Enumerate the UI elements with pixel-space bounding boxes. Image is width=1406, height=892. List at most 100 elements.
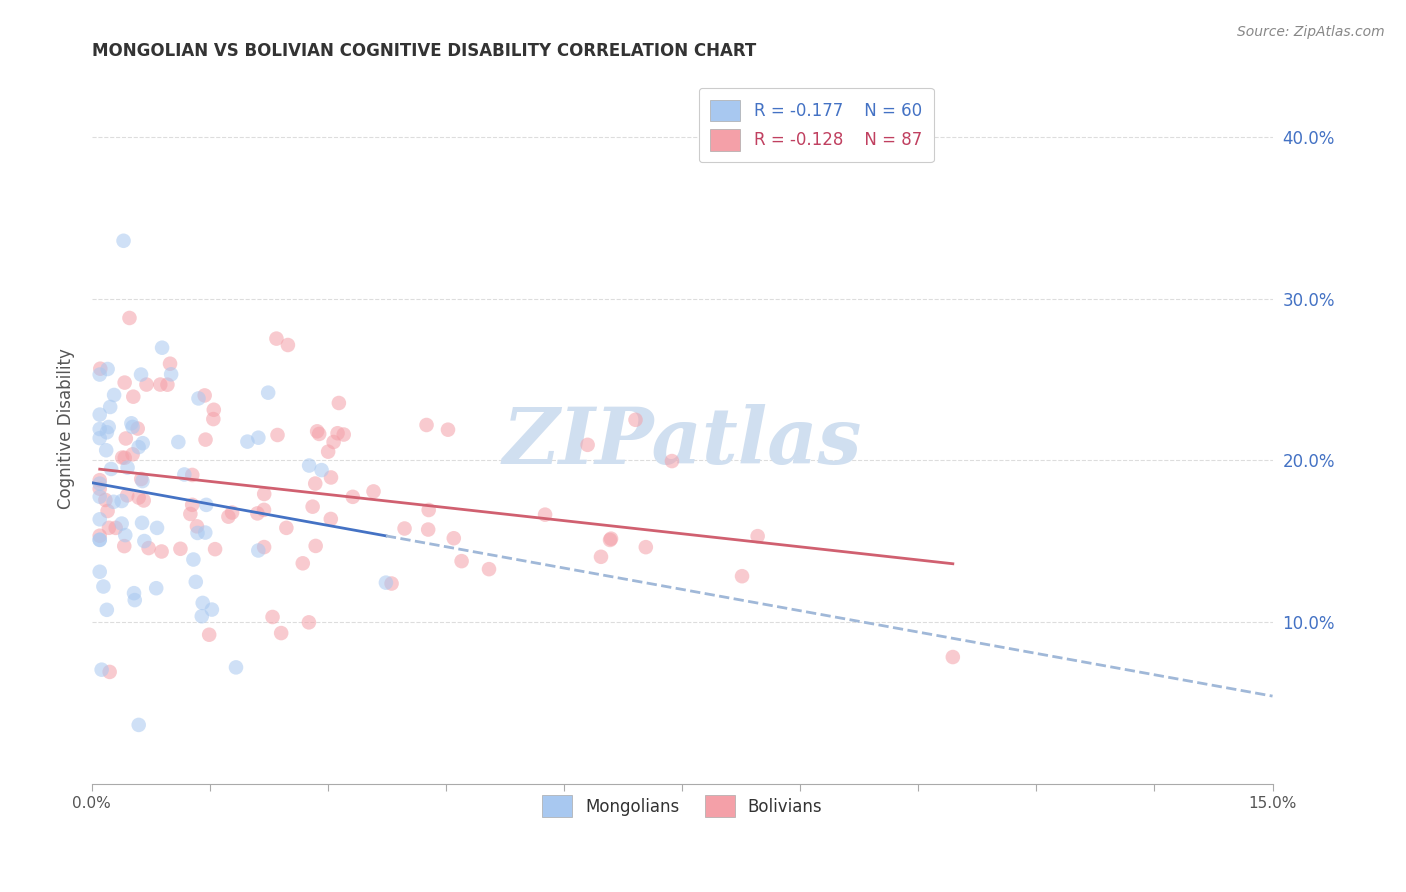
Point (132, 436, 155, 450)
Point (186, 525, 208, 540)
Point (97, 521, 120, 535)
Point (128, 491, 150, 505)
Point (94, 492, 117, 507)
Point (121, 420, 143, 434)
Point (342, 490, 364, 504)
Point (104, 521, 127, 535)
Point (380, 576, 402, 591)
Point (322, 435, 344, 450)
Point (96, 443, 118, 458)
Point (634, 540, 657, 554)
Point (114, 450, 136, 465)
Point (624, 413, 647, 427)
Point (128, 718, 150, 732)
Point (202, 412, 225, 426)
Point (167, 435, 190, 450)
Point (145, 581, 167, 595)
Point (301, 500, 323, 514)
Point (96, 425, 118, 440)
Point (191, 609, 214, 624)
Point (173, 467, 195, 482)
Point (90, 663, 112, 677)
Point (150, 544, 173, 558)
Point (103, 495, 125, 509)
Point (89, 482, 111, 496)
Point (661, 454, 683, 468)
Point (184, 574, 207, 589)
Text: Source: ZipAtlas.com: Source: ZipAtlas.com (1237, 25, 1385, 39)
Point (89, 490, 111, 504)
Point (304, 476, 326, 491)
Point (89, 533, 111, 547)
Point (418, 523, 440, 537)
Point (247, 431, 270, 445)
Point (225, 660, 247, 674)
Point (129, 472, 152, 486)
Legend: Mongolians, Bolivians: Mongolians, Bolivians (534, 787, 831, 825)
Point (111, 494, 134, 508)
Point (319, 512, 342, 526)
Point (415, 417, 437, 432)
Point (169, 541, 191, 556)
Point (124, 593, 146, 607)
Point (114, 432, 136, 446)
Point (131, 474, 153, 488)
Point (146, 521, 169, 535)
Point (187, 392, 209, 406)
Point (262, 610, 284, 624)
Point (89, 408, 111, 422)
Point (138, 541, 160, 555)
Point (131, 516, 153, 530)
Point (277, 338, 299, 352)
Point (128, 440, 150, 454)
Point (253, 540, 276, 554)
Point (298, 615, 321, 630)
Point (134, 534, 156, 549)
Point (135, 377, 157, 392)
Point (112, 234, 135, 248)
Point (93, 580, 115, 594)
Point (363, 484, 385, 499)
Point (253, 503, 276, 517)
Point (270, 626, 292, 640)
Point (257, 385, 280, 400)
Text: MONGOLIAN VS BOLIVIAN COGNITIVE DISABILITY CORRELATION CHART: MONGOLIAN VS BOLIVIAN COGNITIVE DISABILI… (91, 42, 756, 60)
Point (117, 460, 139, 475)
Text: ZIPatlas: ZIPatlas (502, 404, 862, 481)
Point (266, 332, 288, 346)
Point (111, 516, 134, 531)
Point (100, 462, 122, 476)
Point (316, 444, 339, 458)
Point (121, 447, 143, 461)
Point (118, 310, 141, 325)
Point (221, 506, 243, 520)
Point (194, 433, 217, 447)
Point (599, 533, 621, 547)
Point (156, 377, 179, 392)
Point (298, 458, 321, 473)
Point (89, 565, 111, 579)
Point (120, 417, 142, 431)
Point (89, 431, 111, 445)
Point (149, 377, 172, 392)
Point (291, 557, 314, 571)
Point (443, 531, 465, 545)
Point (534, 508, 557, 522)
Point (97, 362, 120, 376)
Point (194, 525, 217, 540)
Point (394, 522, 416, 536)
Point (201, 602, 224, 616)
Point (89, 476, 111, 491)
Point (202, 402, 225, 417)
Point (478, 562, 501, 576)
Point (186, 519, 208, 533)
Point (308, 426, 330, 441)
Point (89, 512, 111, 526)
Point (112, 539, 135, 553)
Point (160, 368, 183, 382)
Point (115, 488, 138, 502)
Point (236, 434, 259, 449)
Point (183, 552, 205, 566)
Point (307, 425, 329, 439)
Point (246, 507, 269, 521)
